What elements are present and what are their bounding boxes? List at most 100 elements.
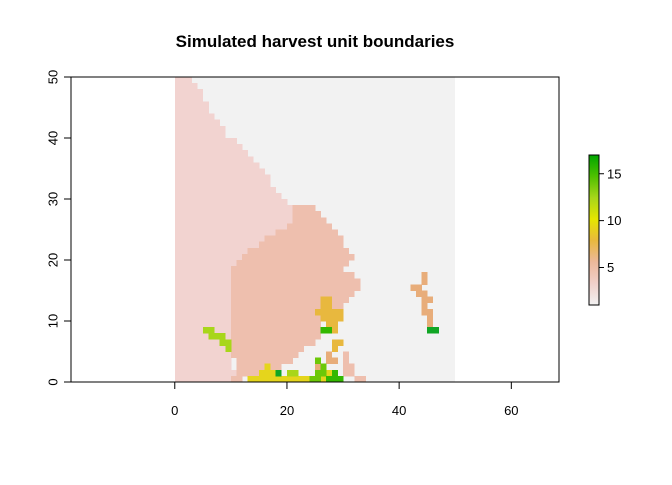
raster-cell-unit-17 <box>427 327 439 334</box>
raster-cell-unit-2 <box>236 363 282 371</box>
raster-cell-unit-1 <box>174 266 232 273</box>
raster-cell-unit-11 <box>225 345 232 352</box>
raster-cell-unit-2 <box>292 205 316 212</box>
raster-cell-unit-1 <box>174 144 243 151</box>
raster-cell-unit-5 <box>421 308 434 316</box>
raster-cell-unit-2 <box>230 290 355 297</box>
raster-cells <box>174 77 456 383</box>
raster-cell-unit-7 <box>320 296 333 310</box>
raster-cell-unit-2 <box>230 308 333 316</box>
raster-cell-unit-1 <box>174 205 293 212</box>
colorbar-tick-label: 5 <box>607 260 614 275</box>
raster-cell-unit-2 <box>236 357 293 365</box>
raster-cell-unit-2 <box>292 217 327 224</box>
raster-cell-unit-13 <box>315 357 322 365</box>
raster-cell-unit-2 <box>230 278 361 285</box>
raster-cell-unit-2 <box>230 302 344 310</box>
raster-cell-unit-2 <box>230 321 322 328</box>
y-tick-label: 20 <box>46 253 61 267</box>
raster-cell-unit-17 <box>275 369 282 377</box>
raster-cell-unit-1 <box>174 150 249 157</box>
y-tick-label: 10 <box>46 314 61 328</box>
raster-cell-unit-2 <box>230 284 361 291</box>
y-tick-label: 50 <box>46 70 61 84</box>
raster-cell-unit-11 <box>286 369 299 377</box>
colorbar-tick-label: 10 <box>607 213 621 228</box>
raster-cell-unit-5 <box>326 351 333 358</box>
raster-cell-unit-13 <box>315 369 327 377</box>
raster-cell-unit-7 <box>331 339 344 346</box>
raster-cell-unit-1 <box>174 138 237 145</box>
raster-cell-unit-1 <box>174 131 226 139</box>
raster-cell-unit-2 <box>343 363 355 377</box>
y-tick-label: 40 <box>46 131 61 145</box>
raster-cell-unit-1 <box>230 369 237 377</box>
raster-cell-unit-2 <box>292 211 322 218</box>
colorbar-tick-label: 15 <box>607 166 621 181</box>
raster-cell-unit-1 <box>174 77 192 84</box>
raster-cell-unit-13 <box>320 363 327 371</box>
raster-cell-unit-1 <box>174 199 288 206</box>
raster-cell-unit-1 <box>174 223 288 230</box>
raster-cell-unit-1 <box>174 113 215 121</box>
raster-cell-unit-5 <box>421 302 428 310</box>
raster-cell-unit-15 <box>331 369 338 377</box>
raster-cell-unit-5 <box>421 296 434 304</box>
raster-cell-unit-1 <box>174 95 204 102</box>
raster-cell-unit-15 <box>320 327 333 334</box>
raster-cell-unit-13 <box>309 375 322 383</box>
raster-cell-unit-7 <box>315 308 344 316</box>
raster-cell-unit-11 <box>202 327 215 334</box>
raster-cell-unit-11 <box>219 339 232 346</box>
raster-cell-unit-2 <box>247 247 350 255</box>
raster-cell-unit-2 <box>230 327 327 334</box>
raster-cell-unit-5 <box>410 284 422 291</box>
raster-cell-unit-5 <box>421 272 428 285</box>
x-tick-label: 60 <box>504 403 518 418</box>
raster-cell-unit-2 <box>230 314 322 322</box>
y-axis: 0 10 20 30 40 50 <box>46 70 72 386</box>
raster-cell-unit-1 <box>174 260 237 267</box>
raster-cell-unit-2 <box>286 223 333 230</box>
raster-cell-unit-15 <box>326 375 344 383</box>
raster-cell-unit-5 <box>427 321 434 328</box>
raster-cell-unit-1 <box>174 186 277 194</box>
raster-cell-unit-1 <box>174 235 265 243</box>
raster-cell-unit-2 <box>230 339 316 346</box>
y-tick-label: 30 <box>46 192 61 206</box>
raster-cell-unit-7 <box>320 314 344 322</box>
raster-cell-unit-2 <box>230 266 344 273</box>
x-tick-label: 20 <box>280 403 294 418</box>
raster-cell-unit-1 <box>174 168 265 175</box>
raster-cell-unit-2 <box>236 260 350 267</box>
raster-cell-unit-1 <box>174 119 221 127</box>
raster-cell-unit-1 <box>174 241 260 249</box>
x-tick-label: 40 <box>392 403 406 418</box>
raster-cell-unit-2 <box>230 375 243 383</box>
raster-cell-unit-5 <box>415 290 428 297</box>
raster-cell-unit-2 <box>230 296 350 304</box>
raster-cell-unit-2 <box>258 241 344 249</box>
raster-cell-unit-2 <box>230 345 305 352</box>
raster-cell-unit-1 <box>174 83 198 90</box>
raster-cell-unit-11 <box>208 333 226 340</box>
x-axis: 0 20 40 60 <box>171 381 519 418</box>
raster-cell-unit-1 <box>174 180 271 188</box>
raster-cell-unit-9 <box>264 363 271 371</box>
raster-cell-unit-1 <box>174 107 209 114</box>
raster-cell-unit-1 <box>174 253 243 261</box>
chart-title: Simulated harvest unit boundaries <box>176 32 455 51</box>
raster-cell-unit-1 <box>174 101 209 108</box>
raster-cell-unit-1 <box>174 162 260 169</box>
raster-cell-unit-1 <box>174 156 254 163</box>
raster-cell-unit-2 <box>230 333 322 340</box>
raster-cell-unit-1 <box>174 229 277 236</box>
raster-cell-unit-7 <box>331 345 338 352</box>
raster-cell-unit-9 <box>247 375 310 383</box>
raster-cell-unit-1 <box>174 211 293 218</box>
raster-cell-unit-2 <box>230 272 355 279</box>
raster-cell-unit-2 <box>242 253 355 261</box>
raster-cell-unit-2 <box>275 229 338 236</box>
